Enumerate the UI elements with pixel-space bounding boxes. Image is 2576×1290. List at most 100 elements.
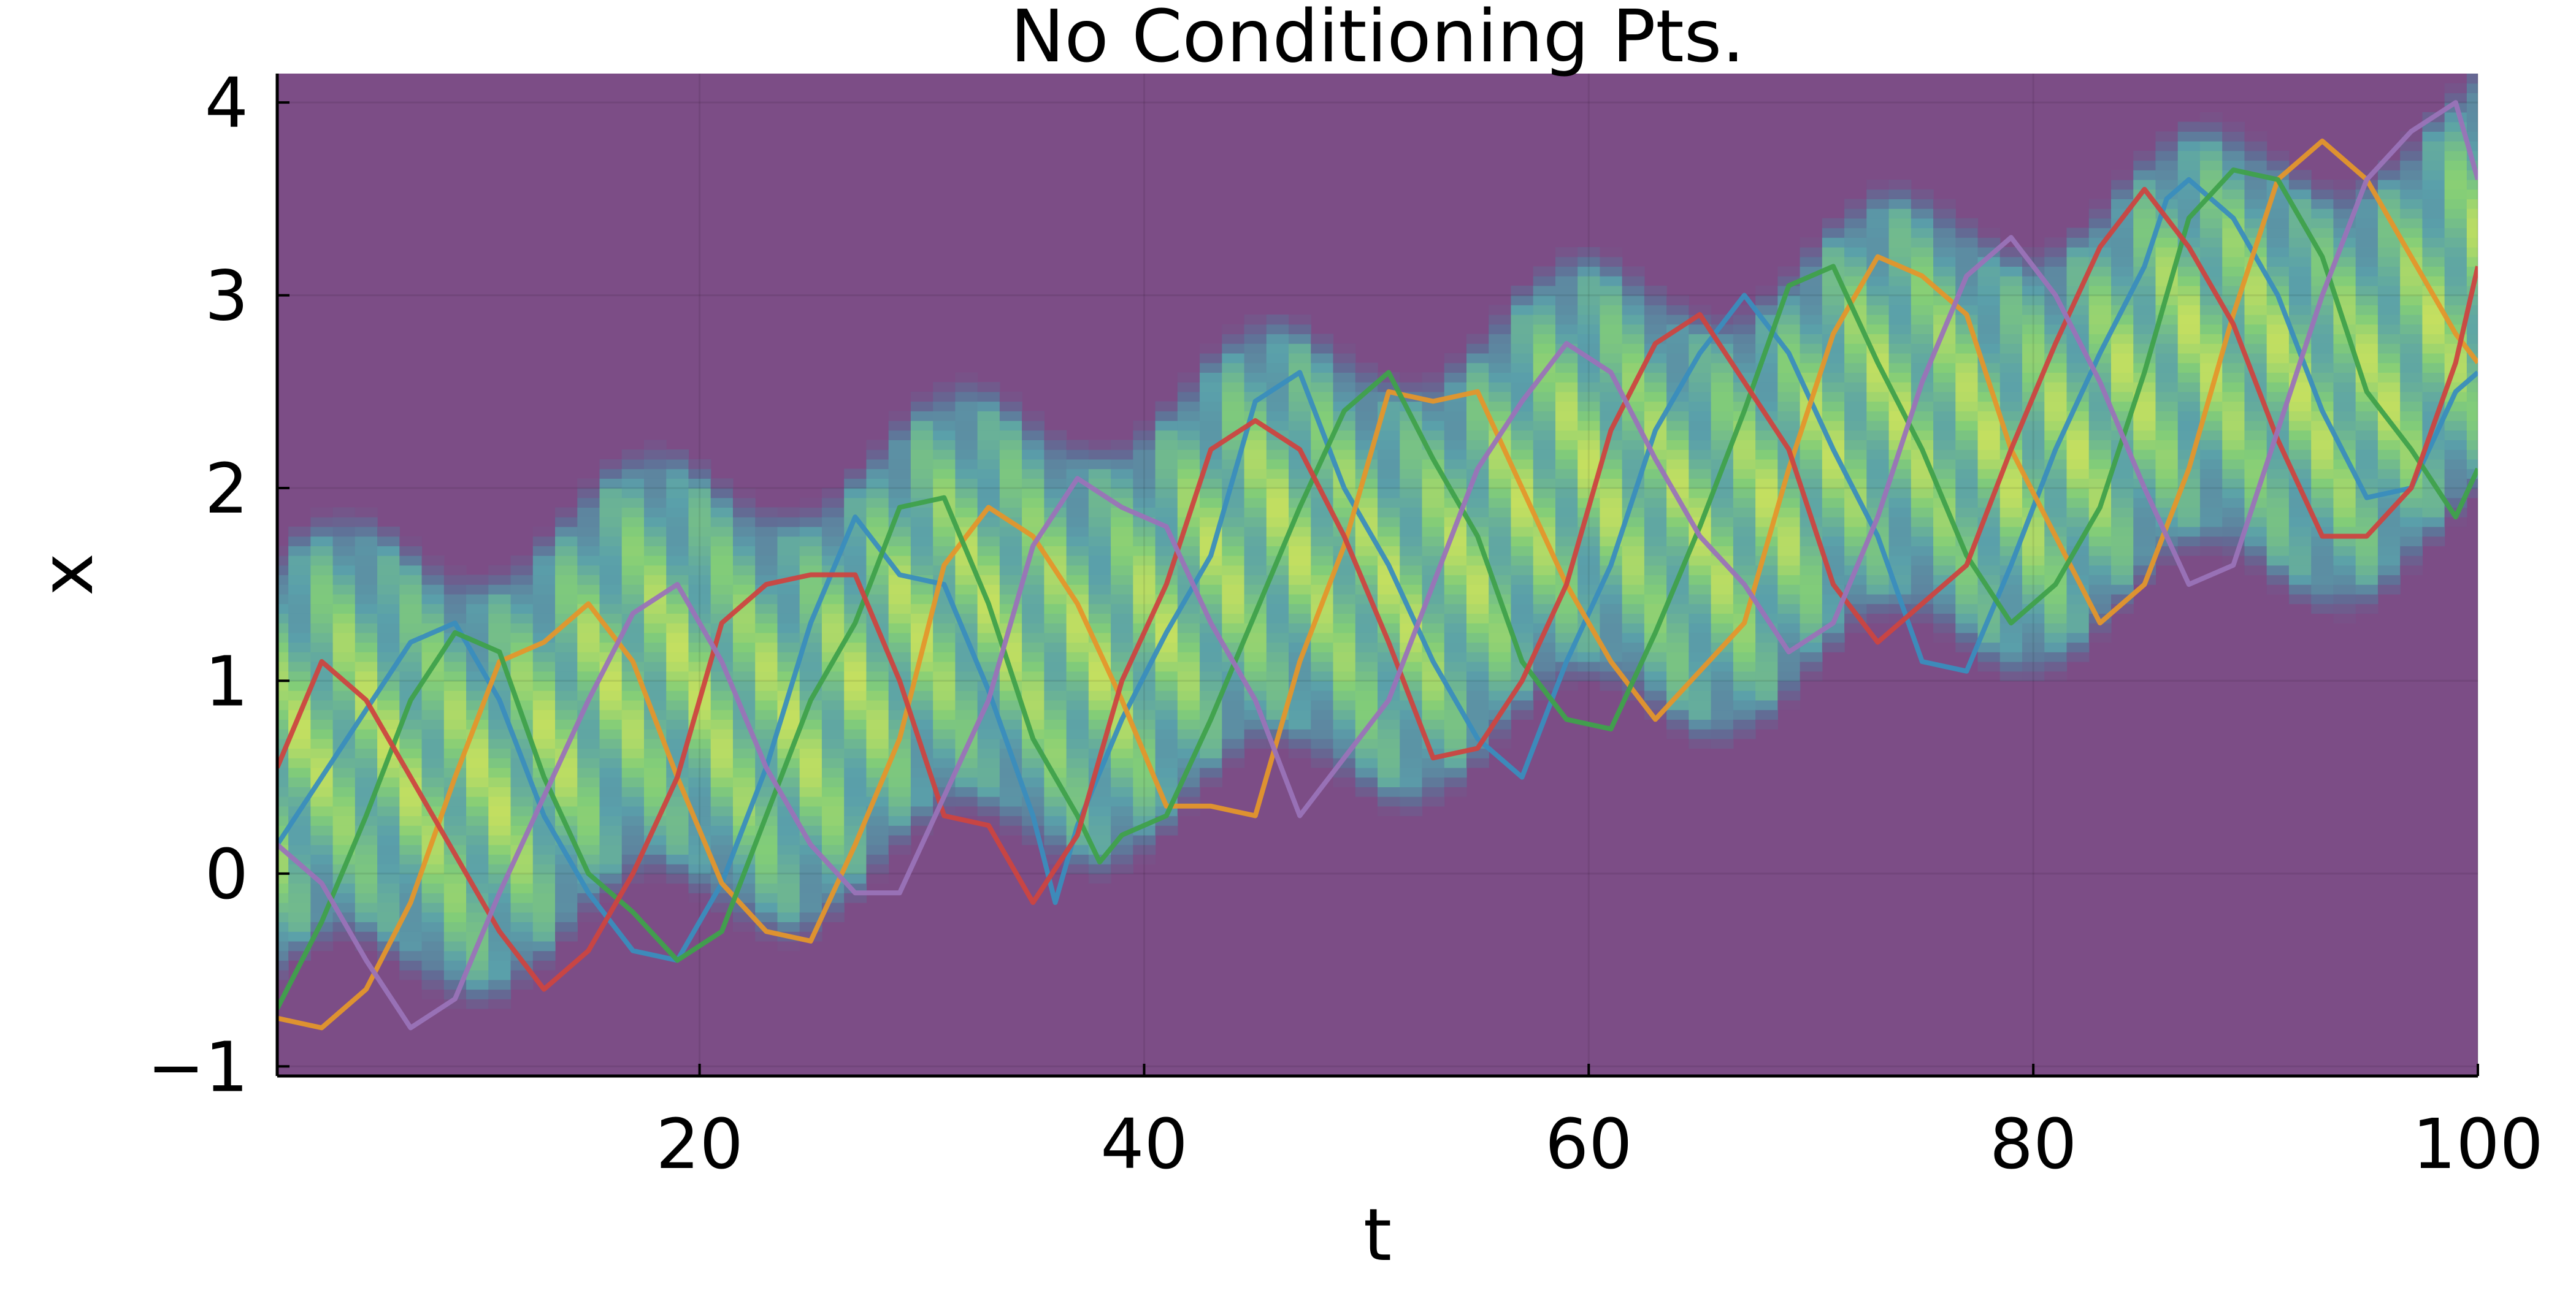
heatmap-cell xyxy=(288,593,311,605)
heatmap-cell xyxy=(2133,449,2156,460)
heatmap-cell xyxy=(1711,430,1734,441)
heatmap-cell xyxy=(1644,517,1667,527)
heatmap-cell xyxy=(732,584,756,595)
heatmap-cell xyxy=(421,593,445,605)
heatmap-cell xyxy=(1600,391,1623,402)
heatmap-cell xyxy=(2377,266,2401,277)
heatmap-cell xyxy=(1044,719,1067,730)
heatmap-cell xyxy=(1155,767,1178,778)
heatmap-cell xyxy=(2022,613,2045,624)
heatmap-cell xyxy=(2044,603,2068,614)
heatmap-cell xyxy=(644,536,667,546)
heatmap-cell xyxy=(1999,497,2023,508)
heatmap-cell xyxy=(2444,141,2467,151)
heatmap-cell xyxy=(2133,199,2156,209)
heatmap-cell xyxy=(2400,179,2423,190)
heatmap-cell xyxy=(1266,459,1289,470)
heatmap-cell xyxy=(999,497,1022,508)
heatmap-cell xyxy=(1933,362,1956,373)
heatmap-cell xyxy=(1422,517,1445,527)
heatmap-cell xyxy=(688,574,711,585)
heatmap-cell xyxy=(1333,671,1356,682)
heatmap-cell xyxy=(2133,536,2156,546)
heatmap-cell xyxy=(666,825,689,836)
heatmap-cell xyxy=(821,767,845,778)
heatmap-cell xyxy=(2444,420,2467,431)
heatmap-cell xyxy=(2377,256,2401,267)
heatmap-cell xyxy=(1311,738,1334,749)
heatmap-cell xyxy=(355,623,378,633)
heatmap-cell xyxy=(866,681,889,691)
heatmap-cell xyxy=(1311,748,1334,758)
heatmap-cell xyxy=(1444,430,1467,441)
heatmap-cell xyxy=(666,507,689,517)
heatmap-cell xyxy=(1977,652,2001,662)
heatmap-cell xyxy=(1489,671,1512,682)
heatmap-cell xyxy=(1999,362,2023,373)
heatmap-cell xyxy=(955,671,978,682)
heatmap-cell xyxy=(888,555,911,566)
heatmap-cell xyxy=(1955,246,1979,258)
heatmap-cell xyxy=(1866,391,1890,402)
heatmap-cell xyxy=(1111,758,1133,768)
heatmap-cell xyxy=(732,623,756,633)
heatmap-cell xyxy=(1422,632,1445,643)
heatmap-cell xyxy=(2444,218,2467,229)
heatmap-cell xyxy=(1977,343,2001,354)
heatmap-cell xyxy=(866,844,889,855)
heatmap-cell xyxy=(599,468,623,479)
heatmap-cell xyxy=(2266,150,2290,161)
heatmap-cell xyxy=(2022,565,2045,576)
heatmap-cell xyxy=(2288,593,2312,605)
heatmap-cell xyxy=(2177,411,2201,421)
heatmap-cell xyxy=(1600,613,1623,624)
heatmap-cell xyxy=(510,584,534,595)
heatmap-cell xyxy=(2177,391,2201,402)
heatmap-cell xyxy=(2222,430,2245,441)
heatmap-cell xyxy=(1489,478,1512,489)
heatmap-cell xyxy=(2244,160,2267,170)
heatmap-cell xyxy=(1378,526,1400,537)
heatmap-cell xyxy=(1155,546,1178,556)
heatmap-cell xyxy=(888,526,911,537)
heatmap-cell xyxy=(644,690,667,701)
heatmap-cell xyxy=(2111,555,2134,566)
heatmap-cell xyxy=(399,815,423,826)
heatmap-cell xyxy=(532,584,556,595)
heatmap-cell xyxy=(1600,295,1623,305)
heatmap-cell xyxy=(1400,449,1423,460)
heatmap-cell xyxy=(2400,227,2423,238)
heatmap-cell xyxy=(644,767,667,778)
heatmap-cell xyxy=(310,507,334,517)
heatmap-cell xyxy=(1355,642,1378,652)
heatmap-cell xyxy=(1555,256,1578,267)
heatmap-cell xyxy=(1777,603,1801,614)
heatmap-cell xyxy=(1266,440,1289,450)
heatmap-cell xyxy=(2400,536,2423,546)
heatmap-cell xyxy=(1133,796,1156,807)
heatmap-cell xyxy=(1444,652,1467,662)
heatmap-cell xyxy=(1555,497,1578,508)
heatmap-cell xyxy=(1777,681,1801,691)
heatmap-cell xyxy=(688,758,711,768)
heatmap-cell xyxy=(377,546,400,556)
heatmap-cell xyxy=(1622,593,1645,605)
heatmap-cell xyxy=(1133,844,1156,855)
heatmap-cell xyxy=(844,468,867,479)
heatmap-cell xyxy=(1400,729,1423,739)
heatmap-cell xyxy=(688,661,711,672)
heatmap-cell xyxy=(1511,372,1534,383)
heatmap-cell xyxy=(955,372,978,383)
heatmap-cell xyxy=(510,787,534,797)
heatmap-cell xyxy=(277,546,289,556)
heatmap-cell xyxy=(710,748,734,758)
heatmap-cell xyxy=(2199,517,2223,527)
heatmap-cell xyxy=(2066,315,2090,325)
heatmap-cell xyxy=(1222,709,1245,720)
heatmap-cell xyxy=(1022,420,1045,431)
heatmap-cell xyxy=(2400,353,2423,364)
heatmap-cell xyxy=(644,603,667,614)
heatmap-cell xyxy=(1444,671,1467,682)
heatmap-cell xyxy=(1977,237,2001,248)
heatmap-cell xyxy=(555,593,578,605)
